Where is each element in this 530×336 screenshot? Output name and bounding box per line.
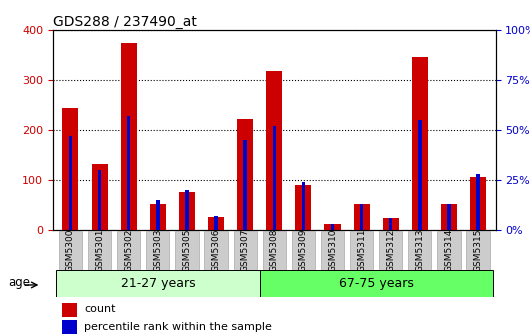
Bar	[98, 170, 101, 230]
Bar	[208, 217, 224, 230]
FancyBboxPatch shape	[88, 230, 111, 270]
FancyBboxPatch shape	[205, 230, 228, 270]
FancyBboxPatch shape	[175, 230, 199, 270]
Text: 67-75 years: 67-75 years	[339, 277, 413, 290]
FancyBboxPatch shape	[292, 230, 315, 270]
Bar	[62, 303, 77, 317]
Bar	[470, 177, 486, 230]
Bar	[476, 174, 480, 230]
Bar	[156, 200, 160, 230]
FancyBboxPatch shape	[379, 230, 402, 270]
Bar	[127, 116, 130, 230]
Bar	[412, 57, 428, 230]
FancyBboxPatch shape	[234, 230, 257, 270]
Text: GSM5302: GSM5302	[124, 229, 133, 272]
Bar	[237, 119, 253, 230]
Bar	[383, 218, 399, 230]
Text: GSM5314: GSM5314	[445, 229, 454, 272]
Bar	[62, 320, 77, 334]
Text: GSM5308: GSM5308	[270, 229, 279, 272]
Text: GDS288 / 237490_at: GDS288 / 237490_at	[53, 15, 197, 29]
Bar	[179, 192, 195, 230]
Text: count: count	[84, 304, 116, 314]
Text: GSM5313: GSM5313	[416, 229, 425, 272]
FancyBboxPatch shape	[146, 230, 170, 270]
Bar	[243, 140, 247, 230]
Bar	[324, 224, 340, 230]
FancyBboxPatch shape	[321, 230, 344, 270]
FancyBboxPatch shape	[260, 270, 493, 297]
Bar	[272, 126, 276, 230]
FancyBboxPatch shape	[59, 230, 82, 270]
Text: GSM5301: GSM5301	[95, 229, 104, 272]
Bar	[69, 136, 72, 230]
Text: GSM5309: GSM5309	[299, 229, 308, 272]
FancyBboxPatch shape	[466, 230, 490, 270]
Text: GSM5306: GSM5306	[211, 229, 220, 272]
FancyBboxPatch shape	[350, 230, 373, 270]
Bar	[214, 216, 218, 230]
Text: GSM5315: GSM5315	[474, 229, 483, 272]
Bar	[418, 120, 421, 230]
Text: age: age	[8, 276, 30, 289]
Bar	[354, 204, 369, 230]
Bar	[360, 204, 364, 230]
Bar	[331, 224, 334, 230]
Text: GSM5303: GSM5303	[153, 229, 162, 272]
Bar	[295, 185, 312, 230]
Bar	[121, 43, 137, 230]
Text: GSM5300: GSM5300	[66, 229, 75, 272]
Bar	[389, 218, 393, 230]
FancyBboxPatch shape	[56, 270, 260, 297]
Bar	[185, 190, 189, 230]
Bar	[63, 108, 78, 230]
Text: 21-27 years: 21-27 years	[120, 277, 195, 290]
Bar	[302, 182, 305, 230]
Text: GSM5305: GSM5305	[182, 229, 191, 272]
Bar	[150, 204, 166, 230]
Text: GSM5312: GSM5312	[386, 229, 395, 272]
Bar	[92, 164, 108, 230]
Text: GSM5307: GSM5307	[241, 229, 250, 272]
Text: percentile rank within the sample: percentile rank within the sample	[84, 322, 272, 332]
Text: GSM5310: GSM5310	[328, 229, 337, 272]
Bar	[441, 204, 457, 230]
FancyBboxPatch shape	[437, 230, 461, 270]
Bar	[447, 204, 450, 230]
Text: GSM5311: GSM5311	[357, 229, 366, 272]
FancyBboxPatch shape	[117, 230, 140, 270]
Bar	[266, 71, 282, 230]
FancyBboxPatch shape	[263, 230, 286, 270]
FancyBboxPatch shape	[408, 230, 431, 270]
